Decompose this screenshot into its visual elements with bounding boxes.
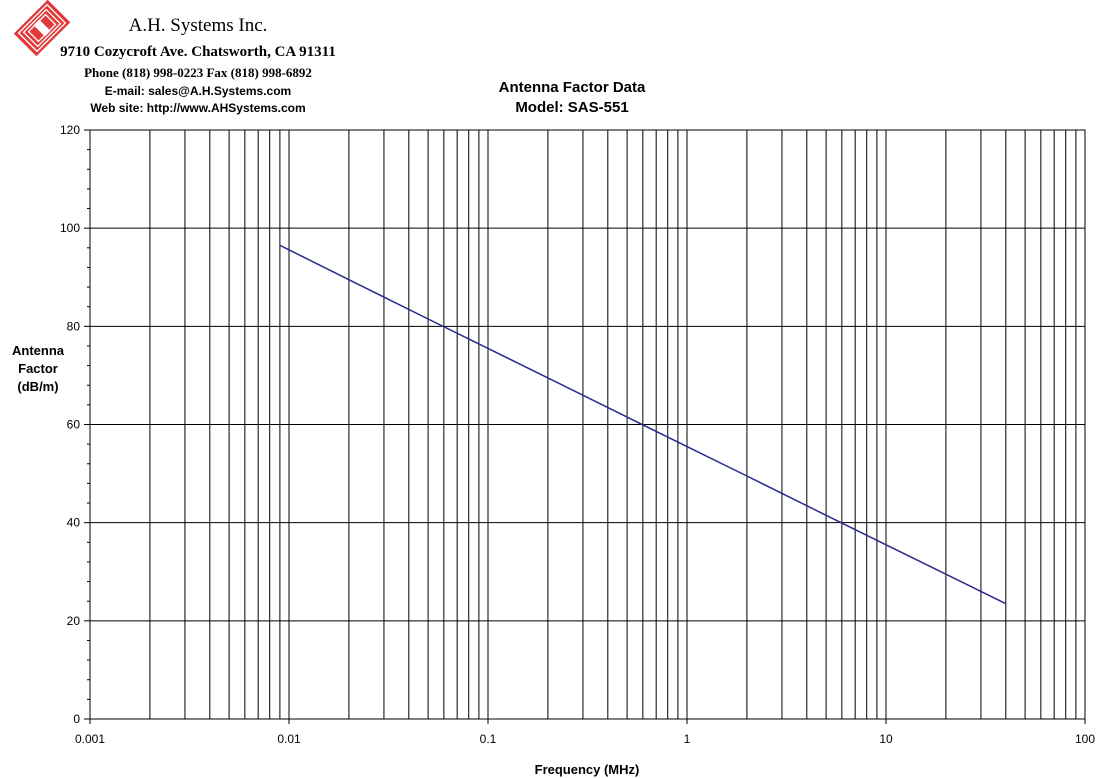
x-axis-label: Frequency (MHz) bbox=[535, 762, 640, 777]
company-website: Web site: http://www.AHSystems.com bbox=[90, 101, 305, 115]
y-axis-label-line-1: Antenna bbox=[12, 343, 65, 358]
company-address: 9710 Cozycroft Ave. Chatsworth, CA 91311 bbox=[60, 44, 336, 60]
chart-title: Antenna Factor Data bbox=[499, 79, 646, 96]
x-tick-label: 1 bbox=[684, 732, 691, 746]
y-tick-label: 120 bbox=[60, 123, 80, 137]
y-tick-label: 0 bbox=[73, 712, 80, 726]
x-tick-label: 0.001 bbox=[75, 732, 105, 746]
chart-subtitle: Model: SAS-551 bbox=[515, 99, 628, 116]
logo-mark bbox=[13, 0, 71, 57]
antenna-factor-line bbox=[279, 244, 1007, 605]
x-tick-label: 0.01 bbox=[277, 732, 301, 746]
company-email: E-mail: sales@A.H.Systems.com bbox=[105, 84, 291, 98]
y-axis-label-line-3: (dB/m) bbox=[17, 379, 58, 394]
grid-lines bbox=[90, 130, 1085, 719]
y-tick-label: 80 bbox=[67, 319, 81, 333]
series-group bbox=[279, 244, 1007, 605]
company-logo bbox=[13, 0, 71, 57]
company-name: A.H. Systems Inc. bbox=[129, 15, 268, 36]
y-tick-label: 60 bbox=[67, 418, 81, 432]
logo-stripe bbox=[22, 8, 62, 48]
logo-stripe bbox=[17, 3, 67, 53]
x-tick-label: 0.1 bbox=[480, 732, 497, 746]
logo-center bbox=[33, 19, 51, 37]
y-axis-label-line-2: Factor bbox=[18, 361, 58, 376]
x-tick-label: 100 bbox=[1075, 732, 1095, 746]
x-tick-label: 10 bbox=[879, 732, 893, 746]
y-tick-label: 100 bbox=[60, 221, 80, 235]
y-tick-label: 20 bbox=[67, 614, 81, 628]
company-phone: Phone (818) 998-0223 Fax (818) 998-6892 bbox=[84, 65, 312, 80]
x-axis: 0.001 0.01 0.1 1 10 100 bbox=[75, 719, 1095, 746]
y-axis: 0 20 40 60 80 100 120 bbox=[60, 123, 91, 726]
logo-diamond bbox=[13, 0, 71, 57]
y-tick-label: 40 bbox=[67, 516, 81, 530]
